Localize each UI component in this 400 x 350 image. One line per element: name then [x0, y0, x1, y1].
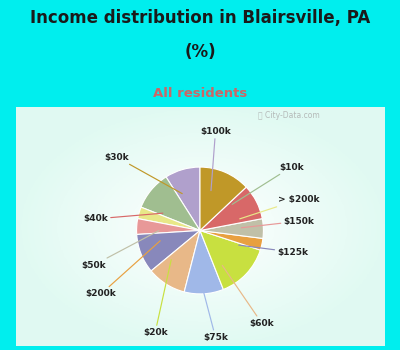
Text: ⓘ City-Data.com: ⓘ City-Data.com — [258, 111, 320, 120]
Text: $100k: $100k — [200, 127, 231, 191]
Wedge shape — [200, 187, 262, 231]
Wedge shape — [200, 167, 246, 231]
Wedge shape — [200, 219, 264, 238]
Text: (%): (%) — [184, 43, 216, 61]
Text: $20k: $20k — [143, 260, 171, 337]
Text: $30k: $30k — [104, 153, 182, 194]
Text: $60k: $60k — [222, 265, 274, 328]
Wedge shape — [184, 231, 223, 294]
Wedge shape — [200, 231, 260, 289]
Wedge shape — [166, 167, 200, 231]
Wedge shape — [136, 219, 200, 234]
Text: $50k: $50k — [81, 231, 159, 270]
Text: $200k: $200k — [86, 241, 160, 299]
Wedge shape — [200, 231, 263, 250]
Text: Income distribution in Blairsville, PA: Income distribution in Blairsville, PA — [30, 9, 370, 27]
Wedge shape — [151, 231, 200, 292]
Text: $40k: $40k — [83, 213, 163, 223]
Text: > $200k: > $200k — [240, 195, 320, 219]
Text: $75k: $75k — [198, 272, 228, 342]
Wedge shape — [138, 207, 200, 231]
Text: $125k: $125k — [239, 245, 308, 257]
Wedge shape — [137, 231, 200, 271]
Text: $10k: $10k — [232, 162, 304, 204]
Text: All residents: All residents — [153, 87, 247, 100]
Wedge shape — [141, 177, 200, 231]
Text: $150k: $150k — [241, 217, 314, 228]
